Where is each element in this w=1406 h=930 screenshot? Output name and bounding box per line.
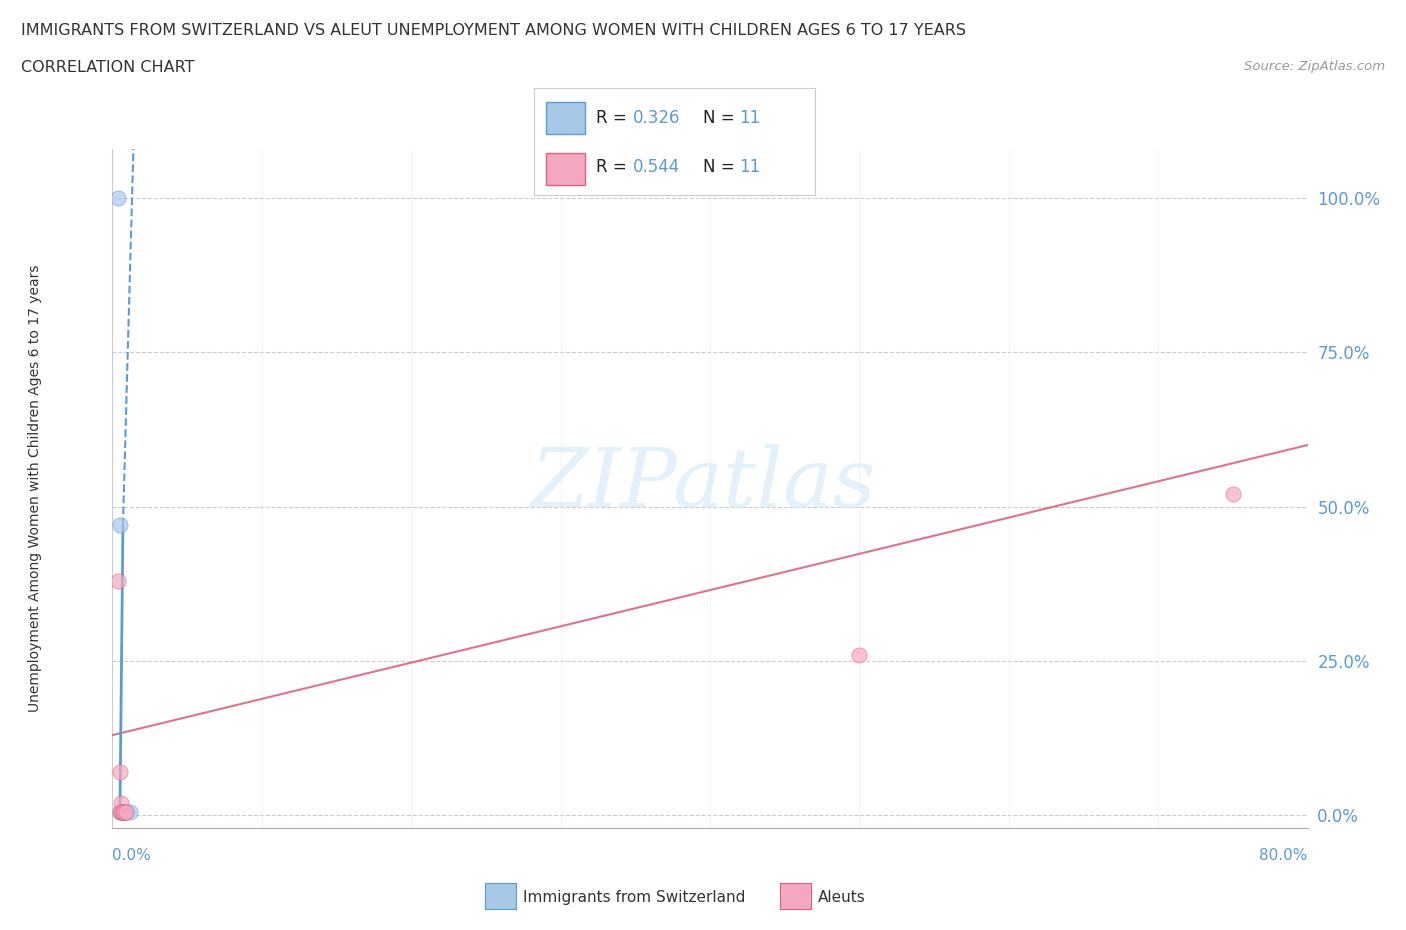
Point <box>107 191 129 206</box>
Text: 0.326: 0.326 <box>633 110 681 127</box>
Text: R =: R = <box>596 110 633 127</box>
Text: Aleuts: Aleuts <box>818 890 866 905</box>
Text: CORRELATION CHART: CORRELATION CHART <box>21 60 194 75</box>
Text: 11: 11 <box>740 110 761 127</box>
Point <box>108 804 131 819</box>
Text: ZIPatlas: ZIPatlas <box>530 444 876 524</box>
Point <box>108 764 131 779</box>
Text: 80.0%: 80.0% <box>1260 848 1308 863</box>
Point <box>108 804 131 819</box>
Text: N =: N = <box>703 158 740 177</box>
Point <box>1222 487 1244 502</box>
Point <box>848 647 870 662</box>
Point <box>115 804 138 819</box>
Text: 0.544: 0.544 <box>633 158 681 177</box>
FancyBboxPatch shape <box>546 102 585 134</box>
FancyBboxPatch shape <box>546 153 585 184</box>
Text: Unemployment Among Women with Children Ages 6 to 17 years: Unemployment Among Women with Children A… <box>28 264 42 712</box>
Point <box>114 804 135 819</box>
Point <box>114 804 135 819</box>
Point <box>107 574 129 589</box>
Text: 0.0%: 0.0% <box>112 848 152 863</box>
Point <box>111 804 134 819</box>
Point <box>110 804 132 819</box>
Point <box>110 804 132 819</box>
Text: IMMIGRANTS FROM SWITZERLAND VS ALEUT UNEMPLOYMENT AMONG WOMEN WITH CHILDREN AGES: IMMIGRANTS FROM SWITZERLAND VS ALEUT UNE… <box>21 23 966 38</box>
Point <box>111 804 134 819</box>
Text: R =: R = <box>596 158 633 177</box>
Text: 11: 11 <box>740 158 761 177</box>
Text: N =: N = <box>703 110 740 127</box>
Point <box>114 804 135 819</box>
Point <box>115 804 138 819</box>
Point <box>111 804 134 819</box>
Point <box>111 804 134 819</box>
Point <box>108 518 131 533</box>
Point <box>115 804 138 819</box>
Text: Immigrants from Switzerland: Immigrants from Switzerland <box>523 890 745 905</box>
Point <box>110 795 132 810</box>
Point <box>120 804 142 819</box>
Text: Source: ZipAtlas.com: Source: ZipAtlas.com <box>1244 60 1385 73</box>
